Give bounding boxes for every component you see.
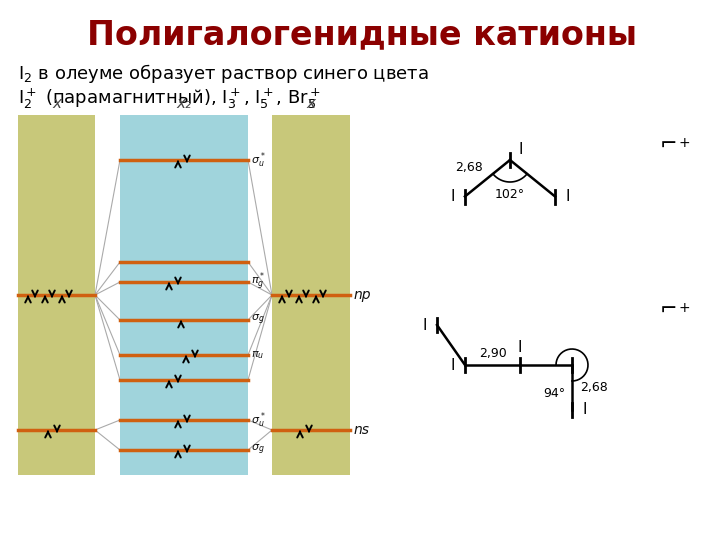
Text: ⌐: ⌐ — [660, 300, 677, 320]
Text: I: I — [565, 189, 570, 204]
Bar — [120, 115, 248, 475]
Text: x₂: x₂ — [176, 96, 192, 111]
Text: 2,90: 2,90 — [479, 347, 506, 360]
Text: $\sigma_u^*$: $\sigma_u^*$ — [251, 150, 266, 170]
Text: +: + — [678, 301, 690, 315]
Text: 2,68: 2,68 — [455, 161, 482, 174]
Text: $\sigma_u^*$: $\sigma_u^*$ — [251, 410, 266, 430]
Text: I: I — [582, 402, 587, 417]
Text: I: I — [451, 357, 455, 373]
Text: I$_2^+$ (парамагнитный), I$_3^+$, I$_5^+$, Br$_5^+$: I$_2^+$ (парамагнитный), I$_3^+$, I$_5^+… — [18, 87, 321, 111]
Text: 2,68: 2,68 — [580, 381, 608, 394]
Text: x: x — [307, 96, 315, 111]
Text: Полигалогенидные катионы: Полигалогенидные катионы — [87, 18, 637, 51]
Bar — [272, 115, 350, 475]
Text: $\sigma_g$: $\sigma_g$ — [251, 313, 265, 327]
Text: 102°: 102° — [495, 188, 525, 201]
Text: I: I — [518, 340, 522, 355]
Text: I: I — [518, 142, 523, 157]
Text: $\sigma_g$: $\sigma_g$ — [251, 443, 265, 457]
Text: I: I — [423, 318, 427, 333]
Text: I$_2$ в олеуме образует раствор синего цвета: I$_2$ в олеуме образует раствор синего ц… — [18, 62, 429, 85]
Text: np: np — [354, 288, 372, 302]
Text: I: I — [451, 189, 455, 204]
Text: $\pi_g^*$: $\pi_g^*$ — [251, 271, 266, 293]
Text: $\pi_u$: $\pi_u$ — [251, 349, 264, 361]
Text: x: x — [52, 96, 61, 111]
Bar — [18, 115, 95, 475]
Text: ns: ns — [354, 423, 370, 437]
Text: +: + — [678, 136, 690, 150]
Text: 94°: 94° — [543, 387, 565, 400]
Text: ⌐: ⌐ — [660, 135, 677, 155]
